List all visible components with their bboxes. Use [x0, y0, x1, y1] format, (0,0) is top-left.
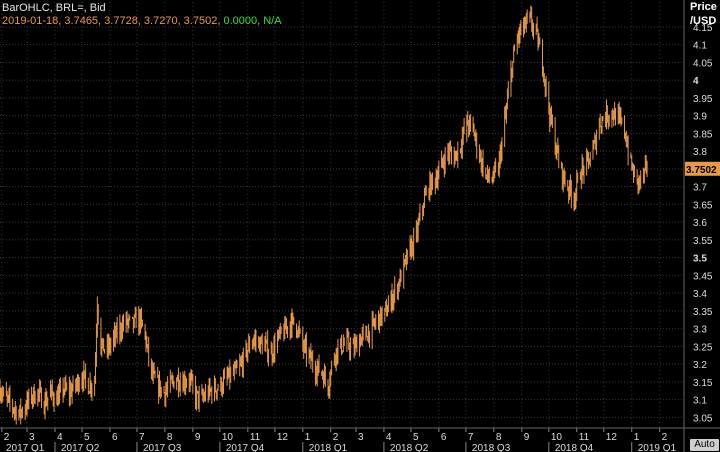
readout-ohlc: 3.7465, 3.7728, 3.7270, 3.7502 — [64, 15, 218, 27]
y-tick-label: 3.45 — [693, 271, 713, 282]
x-month-label: 8 — [496, 432, 502, 443]
x-month-label: 4 — [57, 432, 63, 443]
auto-scale-button[interactable]: Auto — [690, 439, 719, 451]
x-month-label: 9 — [195, 432, 201, 443]
x-month-label: 2 — [333, 432, 339, 443]
x-quarter-label: 2018 Q2 — [390, 443, 429, 452]
x-month-label: 1 — [634, 432, 640, 443]
y-tick-label: 3.2 — [693, 360, 707, 371]
y-tick-label: 3.7 — [693, 183, 707, 194]
x-month-label: 9 — [524, 432, 530, 443]
x-month-label: 12 — [277, 432, 289, 443]
y-tick-label: 4 — [693, 76, 699, 87]
x-month-label: 11 — [250, 432, 261, 443]
chart-study-title: BarOHLC, BRL=, Bid — [2, 2, 106, 14]
x-quarter-label: 2018 Q3 — [472, 443, 511, 452]
price-axis-title-line2: /USD — [690, 15, 717, 27]
x-month-label: 6 — [441, 432, 447, 443]
y-tick-label: 4.05 — [693, 58, 713, 69]
y-tick-label: 3.3 — [693, 325, 707, 336]
x-month-label: 10 — [222, 432, 234, 443]
y-tick-label: 3.95 — [693, 94, 713, 105]
y-tick-label: 3.15 — [693, 378, 713, 389]
y-tick-label: 3.25 — [693, 342, 713, 353]
x-month-label: 5 — [413, 432, 419, 443]
x-month-label: 2 — [662, 432, 668, 443]
x-month-label: 5 — [84, 432, 90, 443]
x-month-label: 10 — [551, 432, 563, 443]
y-tick-label: 3.6 — [693, 218, 707, 229]
price-axis-title: Price /USD — [690, 0, 718, 28]
y-tick-label: 3.9 — [693, 112, 707, 123]
x-quarter-label: 2018 Q4 — [555, 443, 594, 452]
last-price-label: 3.7502 — [686, 165, 717, 176]
y-tick-label: 3.85 — [693, 129, 713, 140]
x-month-label: 12 — [606, 432, 618, 443]
last-price-marker — [685, 161, 720, 176]
y-tick-label: 3.65 — [693, 200, 713, 211]
y-tick-label: 4.15 — [693, 23, 713, 34]
x-month-label: 7 — [468, 432, 474, 443]
readout-change: 0.0000 — [223, 15, 258, 27]
x-quarter-label: 2017 Q3 — [143, 443, 182, 452]
x-quarter-label: 2017 Q1 — [6, 443, 45, 452]
x-quarter-label: 2017 Q4 — [226, 443, 265, 452]
y-tick-label: 3.55 — [693, 236, 713, 247]
y-tick-label: 4.1 — [693, 41, 707, 52]
x-month-label: 11 — [579, 432, 590, 443]
chart-ohlc-readout: 2019-01-18, 3.7465, 3.7728, 3.7270, 3.75… — [2, 15, 282, 27]
x-quarter-label: 2019 Q1 — [638, 443, 677, 452]
price-axis-title-line1: Price — [690, 1, 717, 13]
x-month-label: 3 — [358, 432, 364, 443]
readout-na: N/A — [263, 15, 282, 27]
x-month-label: 4 — [386, 432, 392, 443]
y-tick-label: 3.8 — [693, 147, 707, 158]
readout-date: 2019-01-18 — [2, 15, 59, 27]
y-tick-label: 3.4 — [693, 289, 707, 300]
y-tick-label: 3.5 — [693, 254, 707, 265]
y-tick-label: 3.05 — [693, 413, 713, 424]
x-quarter-label: 2018 Q1 — [309, 443, 348, 452]
x-month-label: 2 — [4, 432, 10, 443]
x-month-label: 3 — [29, 432, 35, 443]
y-tick-label: 3.1 — [693, 396, 707, 407]
x-month-label: 6 — [112, 432, 118, 443]
x-month-label: 7 — [139, 432, 145, 443]
x-month-label: 8 — [167, 432, 173, 443]
x-month-label: 1 — [305, 432, 311, 443]
x-quarter-label: 2017 Q2 — [61, 443, 100, 452]
y-tick-label: 3.35 — [693, 307, 713, 318]
